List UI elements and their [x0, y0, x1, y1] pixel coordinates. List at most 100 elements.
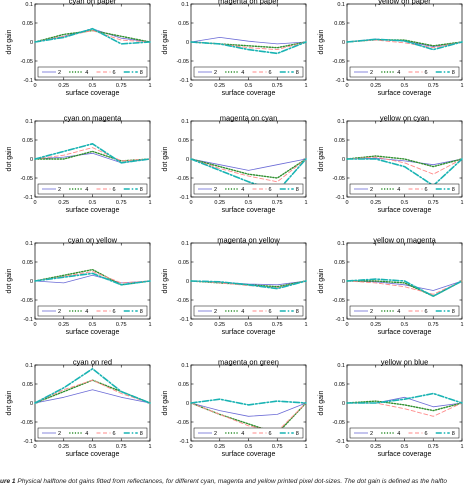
x-axis-label: surface coverage: [378, 207, 432, 214]
x-tick-label: 0.25: [370, 200, 381, 206]
y-tick-label: -0.1: [24, 78, 33, 84]
x-tick-label: 1: [304, 322, 307, 328]
legend-label: 2: [370, 70, 373, 76]
y-tick-label: 0.05: [22, 138, 33, 144]
x-axis-label: surface coverage: [222, 329, 276, 336]
x-tick-label: 0.5: [245, 322, 253, 328]
x-tick-label: 0.75: [272, 200, 283, 206]
subplot-title: yellow on cyan: [380, 114, 429, 123]
legend-label: 4: [241, 309, 244, 315]
y-tick-label: 0.05: [22, 382, 33, 388]
legend-label: 4: [397, 187, 400, 193]
x-tick-label: 1: [148, 322, 151, 328]
legend-box: [349, 305, 460, 317]
x-axis-label: surface coverage: [66, 207, 120, 214]
legend-box: [37, 305, 148, 317]
series-line-4: [34, 150, 151, 162]
y-tick-label: 0.05: [178, 382, 189, 388]
legend-box: [349, 427, 460, 439]
legend-label: 2: [370, 309, 373, 315]
y-tick-label: -0.1: [24, 317, 33, 323]
legend-label: 8: [296, 187, 299, 193]
legend-label: 8: [452, 70, 455, 76]
y-tick-label: -0.05: [332, 420, 345, 426]
caption-figure-label: ure 1: [0, 478, 16, 485]
y-tick-label: -0.1: [180, 78, 189, 84]
y-tick-label: 0.1: [181, 2, 189, 8]
x-tick-label: 0: [33, 444, 36, 450]
y-tick-label: 0.05: [178, 138, 189, 144]
subplot-title: magenta on cyan: [220, 114, 278, 123]
series-line-6: [34, 147, 151, 162]
x-tick-label: 0.75: [428, 322, 439, 328]
x-tick-label: 0.5: [401, 444, 409, 450]
subplot-title: magenta on green: [218, 358, 279, 367]
legend-label: 4: [85, 70, 88, 76]
y-tick-label: -0.05: [20, 59, 33, 65]
x-tick-label: 0.5: [89, 83, 97, 89]
series-line-8: [190, 280, 307, 290]
x-tick-label: 0.75: [116, 322, 127, 328]
legend-box: [193, 183, 304, 195]
x-axis-label: surface coverage: [378, 329, 432, 336]
x-tick-label: 0.25: [58, 444, 69, 450]
y-axis-label: dot gain: [318, 29, 325, 54]
series-line-8: [346, 392, 463, 404]
legend-label: 8: [452, 431, 455, 437]
series-line-2: [34, 389, 151, 404]
legend-box: [193, 66, 304, 78]
legend-label: 2: [370, 187, 373, 193]
x-tick-label: 1: [304, 83, 307, 89]
x-tick-label: 0.75: [428, 444, 439, 450]
y-tick-label: -0.05: [176, 298, 189, 304]
y-tick-label: 0.05: [178, 21, 189, 27]
legend-label: 4: [241, 431, 244, 437]
series-line-6: [34, 379, 151, 404]
y-tick-label: 0.1: [25, 241, 33, 247]
series-line-8: [190, 398, 307, 406]
legend-label: 8: [140, 431, 143, 437]
y-tick-label: -0.1: [336, 317, 345, 323]
subplot-title: yellow on paper: [378, 0, 431, 6]
y-tick-label: -0.05: [176, 420, 189, 426]
legend-label: 2: [214, 70, 217, 76]
x-tick-label: 0: [345, 444, 348, 450]
series-line-2: [190, 402, 307, 417]
y-tick-label: -0.05: [176, 176, 189, 182]
y-tick-label: 0.1: [181, 241, 189, 247]
legend-label: 8: [452, 187, 455, 193]
series-line-6: [190, 402, 307, 432]
caption-text: Physical halftone dot gains fitted from …: [17, 478, 447, 485]
x-tick-label: 0.25: [58, 322, 69, 328]
x-axis-label: surface coverage: [66, 451, 120, 458]
x-tick-label: 0.25: [58, 83, 69, 89]
y-tick-label: 0.1: [337, 241, 345, 247]
y-tick-label: 0: [186, 401, 189, 407]
y-tick-label: -0.05: [332, 298, 345, 304]
legend-label: 2: [58, 70, 61, 76]
x-tick-label: 0.25: [214, 83, 225, 89]
y-tick-label: 0: [30, 401, 33, 407]
legend-label: 6: [269, 70, 272, 76]
series-line-8: [346, 38, 463, 51]
y-tick-label: 0.1: [181, 363, 189, 369]
y-axis-label: dot gain: [6, 146, 13, 171]
legend-box: [349, 66, 460, 78]
x-tick-label: 0.75: [272, 322, 283, 328]
x-tick-label: 0.5: [245, 444, 253, 450]
legend-label: 8: [296, 70, 299, 76]
series-line-2: [190, 158, 307, 171]
series-line-8: [346, 158, 463, 187]
x-tick-label: 1: [148, 444, 151, 450]
x-tick-label: 1: [148, 200, 151, 206]
legend-box: [37, 183, 148, 195]
legend-box: [37, 427, 148, 439]
x-axis-label: surface coverage: [222, 90, 276, 97]
series-line-4: [190, 158, 307, 179]
legend-box: [193, 427, 304, 439]
series-line-6: [346, 156, 463, 175]
y-tick-label: 0.1: [25, 363, 33, 369]
